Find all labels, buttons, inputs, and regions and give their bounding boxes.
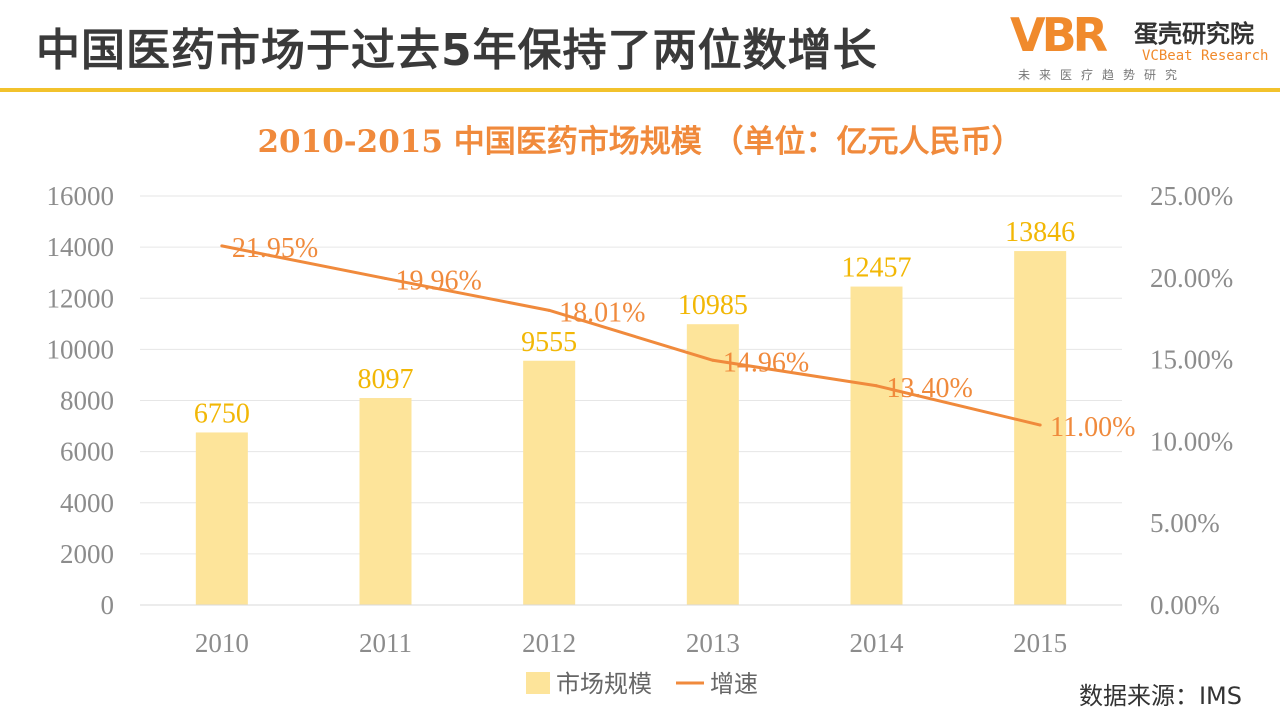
y-right-tick-label: 0.00% bbox=[1150, 590, 1220, 620]
y-left-tick-label: 16000 bbox=[47, 181, 115, 211]
growth-value-label: 19.96% bbox=[396, 265, 482, 296]
bar bbox=[195, 432, 248, 605]
legend-bar-label: 市场规模 bbox=[556, 670, 652, 698]
axes: 0 2000 4000 6000 8000 10000 12000 14000 16000 0.0… bbox=[47, 181, 1234, 658]
y-left-tick-label: 4000 bbox=[60, 488, 114, 518]
legend: 市场规模 增速 bbox=[526, 670, 758, 698]
x-tick-label: 2014 bbox=[850, 628, 905, 658]
logo-tagline: 未来医疗趋势研究 bbox=[1018, 68, 1187, 82]
growth-point bbox=[1038, 423, 1042, 427]
growth-point bbox=[711, 358, 715, 362]
chart-title: 2010-2015 中国医药市场规模 （单位：亿元人民币） bbox=[257, 124, 1022, 160]
y-right-tick-label: 5.00% bbox=[1150, 508, 1220, 538]
x-tick-label: 2012 bbox=[522, 628, 576, 658]
y-right-tick-label: 15.00% bbox=[1150, 345, 1233, 375]
bar-value-label: 12457 bbox=[842, 253, 912, 284]
bar-value-label: 9555 bbox=[521, 327, 577, 358]
data-labels: 6750 8097 9555 10985 12457 13846 21.95% 19.96% 1… bbox=[194, 217, 1136, 443]
y-right-tick-label: 25.00% bbox=[1150, 181, 1233, 211]
y-left-tick-label: 12000 bbox=[47, 283, 115, 313]
growth-point bbox=[220, 244, 224, 248]
legend-line-label: 增速 bbox=[710, 670, 758, 698]
growth-point bbox=[547, 308, 551, 312]
growth-value-label: 11.00% bbox=[1050, 412, 1135, 443]
x-tick-label: 2013 bbox=[686, 628, 740, 658]
growth-value-label: 18.01% bbox=[559, 297, 645, 328]
x-tick-label: 2011 bbox=[359, 628, 412, 658]
data-source-note: 数据来源：IMS bbox=[1078, 682, 1242, 710]
y-left-tick-label: 14000 bbox=[47, 232, 115, 262]
growth-line bbox=[221, 244, 1041, 427]
y-right-tick-label: 10.00% bbox=[1150, 426, 1233, 456]
x-tick-label: 2015 bbox=[1013, 628, 1067, 658]
y-right-tick-label: 20.00% bbox=[1150, 263, 1233, 293]
logo-mark: VBR bbox=[1010, 8, 1108, 62]
bar-value-label: 13846 bbox=[1005, 217, 1075, 248]
growth-point bbox=[384, 276, 387, 280]
bar-series bbox=[195, 251, 1067, 605]
bar bbox=[1014, 251, 1067, 605]
growth-value-label: 14.96% bbox=[723, 347, 809, 378]
growth-point bbox=[875, 384, 878, 388]
y-left-tick-label: 8000 bbox=[60, 386, 114, 416]
logo-name-en: VCBeat Research bbox=[1142, 48, 1269, 64]
bar-value-label: 8097 bbox=[358, 364, 414, 395]
x-tick-label: 2010 bbox=[195, 628, 249, 658]
growth-value-label: 13.40% bbox=[887, 373, 973, 404]
bar-value-label: 6750 bbox=[194, 398, 250, 429]
bar bbox=[850, 286, 903, 605]
y-left-tick-label: 6000 bbox=[60, 437, 114, 467]
legend-bar-swatch bbox=[526, 672, 550, 694]
line-series bbox=[220, 244, 1042, 427]
bar-value-label: 10985 bbox=[678, 290, 748, 321]
title-divider bbox=[0, 88, 1280, 92]
logo-name-cn: 蛋壳研究院 bbox=[1134, 20, 1254, 48]
bar bbox=[359, 398, 412, 605]
slide-title: 中国医药市场于过去5年保持了两位数增长 bbox=[36, 25, 878, 76]
growth-value-label: 21.95% bbox=[232, 233, 318, 264]
bar bbox=[523, 360, 576, 605]
bar bbox=[686, 324, 739, 605]
y-left-tick-label: 0 bbox=[101, 590, 115, 620]
vbr-logo: VBR 蛋壳研究院 VCBeat Research 未来医疗趋势研究 bbox=[1010, 8, 1278, 82]
y-left-tick-label: 10000 bbox=[47, 334, 115, 364]
y-left-tick-label: 2000 bbox=[60, 539, 114, 569]
